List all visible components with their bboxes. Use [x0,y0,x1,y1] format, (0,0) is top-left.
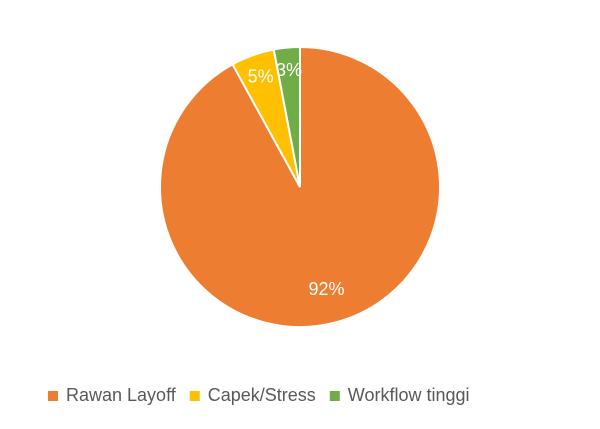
pie-slice [272,45,301,188]
legend-marker [48,391,58,401]
legend-label: Workflow tinggi [348,385,470,405]
value-label: 92% [308,279,344,299]
legend-label: Capek/Stress [208,385,316,405]
value-label: 5% [248,66,274,86]
legend-marker [329,391,340,401]
legend-label: Rawan Layoff [66,385,177,405]
value-label: 3% [276,60,302,80]
legend-marker [189,391,200,401]
